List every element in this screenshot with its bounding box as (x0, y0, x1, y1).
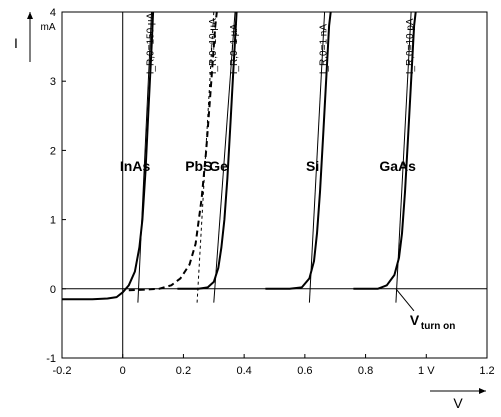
annotation-inas: I_R,0=150 µA (146, 12, 157, 74)
annotation-text-gaas: I_R,0=10 pA (405, 18, 416, 74)
series-name-si: Si (306, 158, 319, 174)
annotation-ge: I_R,0=1 µA (229, 23, 240, 74)
curve-inas (62, 11, 155, 301)
y-tick-label: 1 (50, 215, 56, 227)
annotation-text-pbs: I_R,0=10 µA (208, 18, 219, 74)
plot-frame (61, 11, 488, 359)
tangent-ge (213, 11, 236, 303)
x-tick-label: 0.6 (297, 365, 312, 377)
series-name-ge: Ge (209, 158, 228, 174)
tangent-pbs (196, 11, 215, 303)
curve-pbs (128, 11, 218, 292)
x-tick-label: 0.8 (358, 365, 373, 377)
tangent-si (308, 11, 326, 303)
y-tick-label: 0 (50, 284, 56, 296)
annotation-gaas: I_R,0=10 pA (405, 18, 416, 74)
series (62, 11, 417, 303)
tangent-inas (137, 11, 153, 303)
y-axis-unit: mA (41, 22, 56, 33)
vturnon-sub: turn on (421, 321, 455, 332)
series-name-inas: InAs (120, 158, 151, 174)
labels: V ImA InAs I_R,0=150 µA PbS I_R,0=10 µA Ge I_R,… (14, 12, 486, 411)
curve-si (265, 11, 332, 290)
annotation-text-ge: I_R,0=1 µA (229, 23, 240, 74)
x-tick-label: 0 (120, 365, 126, 377)
y-axis-arrowhead (27, 12, 33, 19)
curve-gaas (353, 11, 417, 290)
y-tick-label: -1 (46, 353, 56, 365)
vturnon-leader (395, 288, 415, 312)
x-tick-label: 1.2 (479, 365, 494, 377)
x-axis-arrowhead (479, 388, 486, 394)
y-tick-label: 2 (50, 145, 56, 157)
y-axis-label: I (14, 35, 18, 51)
ticks: -0.2 0 0.2 0.4 0.6 0.8 1 V 1.2 -1 0 1 2 3 4 (46, 7, 494, 377)
annotation-text-inas: I_R,0=150 µA (146, 12, 157, 74)
tangent-gaas (395, 11, 412, 303)
curve-ge (177, 11, 238, 290)
annotation-text-si: I_R,0=1 nA (319, 24, 330, 75)
vturnon-label: V (410, 312, 420, 328)
series-name-pbs: PbS (185, 158, 212, 174)
x-axis-label: V (453, 395, 463, 411)
x-tick-label: 0.4 (236, 365, 251, 377)
x-tick-label: -0.2 (53, 365, 72, 377)
x-tick-label: 1 V (418, 365, 435, 377)
axes (61, 11, 488, 359)
y-tick-label: 4 (50, 7, 56, 19)
x-tick-label: 0.2 (176, 365, 191, 377)
series-name-gaas: GaAs (379, 158, 416, 174)
annotation-si: I_R,0=1 nA (319, 24, 330, 75)
y-tick-label: 3 (50, 76, 56, 88)
annotation-pbs: I_R,0=10 µA (208, 18, 219, 74)
